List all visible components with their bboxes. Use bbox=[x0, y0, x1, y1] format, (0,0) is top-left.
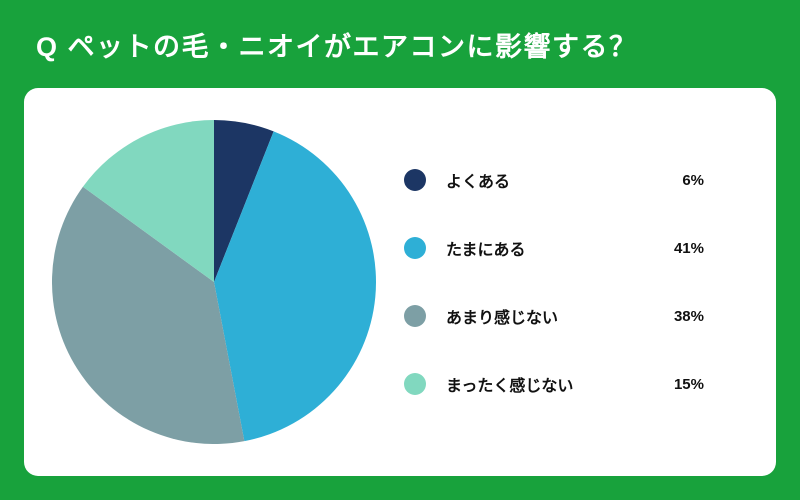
legend-label: あまり感じない bbox=[446, 310, 559, 327]
legend-label: まったく感じない bbox=[446, 378, 574, 395]
chart-card: よくある 6% たまにある 41% あまり感じない 38% まったく感じない 1… bbox=[24, 88, 776, 476]
header-bar: Q ペットの毛・ニオイがエアコンに影響する？ bbox=[0, 0, 800, 88]
legend-label: よくある bbox=[446, 174, 511, 191]
legend-swatch-icon bbox=[404, 305, 426, 327]
legend-row: まったく感じない 15% bbox=[404, 372, 704, 396]
pie-chart bbox=[52, 120, 376, 444]
legend-swatch-icon bbox=[404, 237, 426, 259]
legend-value: 6% bbox=[682, 171, 704, 189]
legend-swatch-icon bbox=[404, 169, 426, 191]
pie-slice-3 bbox=[82, 120, 214, 282]
legend-label: たまにある bbox=[446, 242, 526, 259]
pie-slice-1 bbox=[214, 131, 376, 442]
pie-chart-area bbox=[24, 120, 404, 444]
pie-slice-2 bbox=[52, 186, 245, 444]
legend-swatch-icon bbox=[404, 373, 426, 395]
legend-value: 38% bbox=[673, 307, 704, 325]
page-title: Q ペットの毛・ニオイがエアコンに影響する？ bbox=[36, 31, 638, 62]
legend-row: たまにある 41% bbox=[404, 236, 704, 260]
legend-row: あまり感じない 38% bbox=[404, 304, 704, 328]
legend: よくある 6% たまにある 41% あまり感じない 38% まったく感じない 1… bbox=[404, 168, 776, 396]
legend-value: 41% bbox=[673, 239, 704, 257]
pie-slice-0 bbox=[214, 120, 274, 282]
legend-value: 15% bbox=[673, 375, 704, 393]
legend-row: よくある 6% bbox=[404, 168, 704, 192]
